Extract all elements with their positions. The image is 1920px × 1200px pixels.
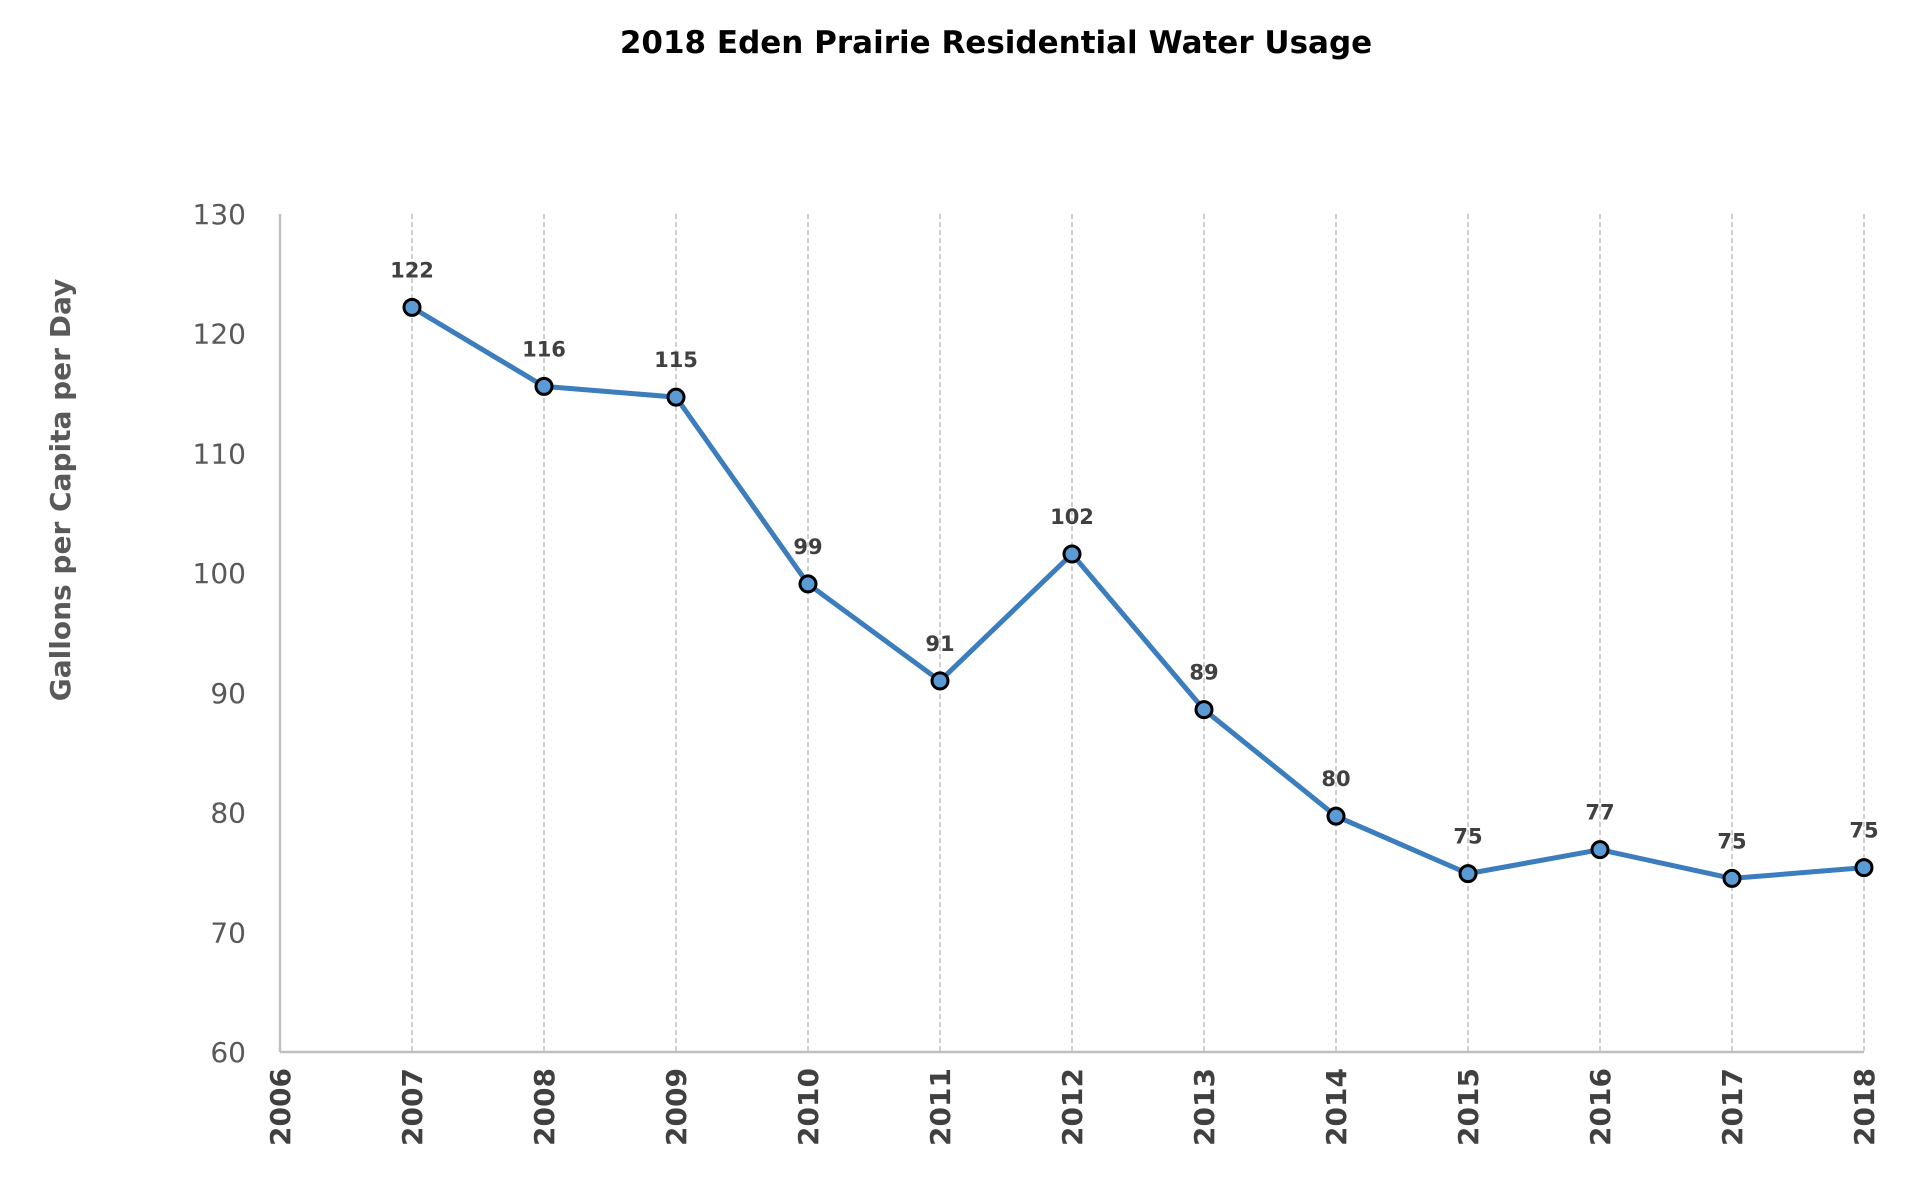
x-tick-label: 2012 xyxy=(1056,1068,1089,1146)
data-point xyxy=(402,297,422,317)
data-label: 91 xyxy=(925,632,954,656)
data-point xyxy=(1062,544,1082,564)
data-label: 77 xyxy=(1585,801,1614,825)
x-tick-label: 2017 xyxy=(1716,1068,1749,1146)
x-tick-label: 2008 xyxy=(528,1068,561,1146)
series-polyline xyxy=(410,305,1865,881)
data-label: 80 xyxy=(1321,767,1350,791)
data-point xyxy=(534,376,554,396)
data-points xyxy=(402,297,1874,888)
x-tick-label: 2010 xyxy=(792,1068,825,1146)
x-tick-label: 2014 xyxy=(1320,1068,1353,1146)
y-tick-label: 90 xyxy=(210,677,246,710)
x-tick-label: 2006 xyxy=(264,1068,297,1146)
y-tick-labels: 60 70 80 90 100 110 120 130 xyxy=(193,198,246,1069)
data-label: 116 xyxy=(522,337,566,361)
data-labels: 122 116 115 99 91 102 89 80 75 77 75 75 xyxy=(390,258,1879,853)
data-label: 89 xyxy=(1189,661,1218,685)
data-point xyxy=(1326,806,1346,826)
data-label: 122 xyxy=(390,258,434,282)
data-label: 115 xyxy=(654,348,698,372)
gridlines xyxy=(411,214,1865,1052)
x-tick-labels: 2006 2007 2008 2009 2010 2011 2012 2013 2014 2015… xyxy=(264,1068,1881,1146)
x-tick-label: 2011 xyxy=(924,1068,957,1146)
y-tick-label: 110 xyxy=(193,437,246,470)
x-tick-label: 2018 xyxy=(1848,1068,1881,1146)
data-label: 99 xyxy=(793,535,822,559)
data-point xyxy=(1194,700,1214,720)
x-tick-label: 2013 xyxy=(1188,1068,1221,1146)
x-tick-label: 2015 xyxy=(1452,1068,1485,1146)
data-label: 75 xyxy=(1849,819,1878,843)
y-tick-label: 80 xyxy=(210,797,246,830)
x-tick-label: 2009 xyxy=(660,1068,693,1146)
x-tick-label: 2007 xyxy=(396,1068,429,1146)
data-point xyxy=(1722,868,1742,888)
data-point xyxy=(798,574,818,594)
y-tick-label: 100 xyxy=(193,557,246,590)
data-point xyxy=(930,671,950,691)
data-point xyxy=(1458,864,1478,884)
data-point xyxy=(1590,840,1610,860)
series-line xyxy=(410,305,1865,881)
data-label: 75 xyxy=(1717,829,1746,853)
y-tick-label: 130 xyxy=(193,198,246,231)
data-label: 102 xyxy=(1050,505,1094,529)
data-point xyxy=(666,387,686,407)
y-tick-label: 120 xyxy=(193,318,246,351)
chart-title: 2018 Eden Prairie Residential Water Usag… xyxy=(620,25,1372,61)
y-tick-label: 60 xyxy=(210,1036,246,1069)
data-point xyxy=(1854,858,1874,878)
axes xyxy=(278,214,1864,1054)
y-axis-label: Gallons per Capita per Day xyxy=(44,279,77,701)
x-tick-label: 2016 xyxy=(1584,1068,1617,1146)
data-label: 75 xyxy=(1453,825,1482,849)
y-tick-label: 70 xyxy=(210,916,246,949)
